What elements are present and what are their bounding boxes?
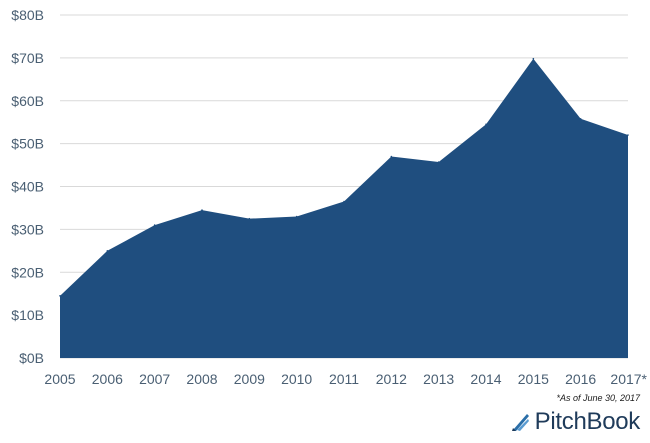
x-tick-label: 2016 — [565, 371, 596, 387]
data-point — [106, 250, 109, 252]
y-tick-label: $30B — [11, 221, 44, 237]
x-tick-label: 2017* — [610, 371, 647, 387]
x-tick-label: 2005 — [44, 371, 75, 387]
data-point — [437, 161, 440, 163]
y-tick-label: $40B — [11, 179, 44, 195]
x-tick-label: 2011 — [329, 371, 359, 387]
plot-area — [59, 57, 629, 358]
x-tick-label: 2015 — [518, 371, 549, 387]
pitchbook-logo-icon — [511, 414, 529, 431]
data-point — [579, 117, 582, 120]
x-tick-label: 2010 — [281, 371, 312, 387]
y-tick-label: $80B — [11, 7, 44, 23]
x-tick-label: 2007 — [139, 371, 170, 387]
y-axis-tick-labels: $0B $10B $20B $30B $40B $50B $60B $70B $80B — [11, 7, 44, 366]
y-tick-label: $20B — [11, 264, 44, 280]
data-point — [59, 295, 61, 297]
x-tick-label: 2008 — [186, 371, 217, 387]
brand-logo: PitchBook — [510, 408, 640, 436]
data-point — [248, 217, 251, 220]
data-point — [295, 215, 298, 218]
y-tick-label: $10B — [11, 307, 44, 323]
data-point — [390, 155, 393, 158]
data-point — [153, 224, 156, 226]
y-tick-label: $70B — [11, 50, 44, 66]
y-tick-label: $50B — [11, 136, 44, 152]
x-tick-label: 2012 — [376, 371, 407, 387]
data-point — [343, 200, 345, 203]
data-point — [201, 209, 203, 211]
y-tick-label: $0B — [19, 350, 44, 366]
x-tick-label: 2006 — [92, 371, 123, 387]
data-point — [485, 123, 487, 126]
footnote: *As of June 30, 2017 — [556, 393, 640, 403]
area-series — [60, 58, 628, 358]
y-tick-label: $60B — [11, 93, 44, 109]
x-tick-label: 2009 — [234, 371, 265, 387]
x-tick-label: 2014 — [470, 371, 501, 387]
data-point — [627, 134, 629, 136]
x-axis-tick-labels: 2005 2006 2007 2008 2009 2010 2011 2012 2013 2014… — [44, 371, 647, 387]
x-tick-label: 2013 — [423, 371, 454, 387]
data-point — [532, 57, 535, 60]
brand-name: PitchBook — [534, 408, 641, 435]
